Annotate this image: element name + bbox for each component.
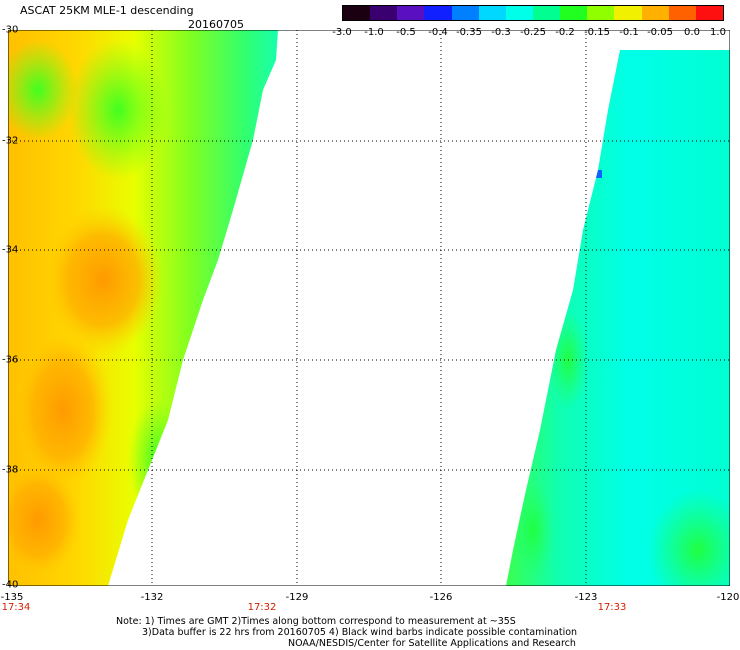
lon-label: -123 (574, 592, 598, 603)
colorbar-swatch (397, 6, 425, 20)
pass-time: 17:34 (1, 602, 31, 613)
lat-label: -32 (2, 135, 19, 147)
note-line: Note: 1) Times are GMT 2)Times along bot… (116, 616, 516, 627)
colorbar-swatch (641, 6, 669, 20)
lat-label: -40 (2, 579, 19, 591)
colorbar-label: -0.35 (456, 27, 482, 38)
lon-label: -132 (140, 592, 164, 603)
colorbar-label: -0.25 (520, 27, 546, 38)
colorbar-swatch (505, 6, 533, 20)
colorbar-legend: -3.0 -1.0 -0.5 -0.4 -0.35 -0.3 -0.25 -0.… (332, 5, 726, 38)
lat-label: -36 (2, 354, 19, 366)
wind-map (8, 30, 730, 586)
lat-label: -38 (2, 464, 19, 476)
left-swath (8, 30, 278, 586)
colorbar-strip (342, 5, 724, 21)
lat-label: -34 (2, 244, 19, 256)
colorbar-swatch (587, 6, 615, 20)
footnotes: Note: 1) Times are GMT 2)Times along bot… (116, 616, 577, 649)
product-title: ASCAT 25KM MLE-1 descending (20, 4, 194, 17)
colorbar-label: 1.0 (710, 27, 726, 38)
lon-label: -135 (0, 592, 24, 603)
colorbar-label: 0.0 (684, 27, 700, 38)
colorbar-label: -0.2 (555, 27, 575, 38)
graticule (8, 30, 730, 586)
pass-time: 17:33 (597, 602, 627, 613)
colorbar-swatch (370, 6, 398, 20)
colorbar-swatch (478, 6, 506, 20)
colorbar-label: -3.0 (332, 27, 352, 38)
note-line: 3)Data buffer is 22 hrs from 20160705 4)… (142, 627, 578, 638)
colorbar-swatch (532, 6, 561, 20)
lat-label: -30 (2, 24, 19, 36)
product-date: 20160705 (188, 18, 244, 31)
colorbar-swatch (695, 6, 723, 20)
colorbar-swatch (560, 6, 588, 20)
colorbar-label: -0.1 (619, 27, 639, 38)
colorbar-label: -0.15 (584, 27, 610, 38)
colorbar-swatch (451, 6, 479, 20)
colorbar-label: -0.4 (428, 27, 448, 38)
colorbar-label: -0.3 (491, 27, 511, 38)
colorbar-swatch (614, 6, 642, 20)
colorbar-swatch (668, 6, 696, 20)
colorbar-swatch (343, 6, 371, 20)
note-line: NOAA/NESDIS/Center for Satellite Applica… (288, 638, 576, 649)
colorbar-label: -0.5 (396, 27, 416, 38)
lon-label: -126 (429, 592, 453, 603)
lon-label: -129 (285, 592, 309, 603)
right-swath (506, 50, 730, 586)
pass-time: 17:32 (247, 602, 277, 613)
colorbar-swatch (424, 6, 452, 20)
colorbar-label: -0.05 (647, 27, 673, 38)
lon-label: -120 (716, 592, 740, 603)
colorbar-label: -1.0 (364, 27, 384, 38)
